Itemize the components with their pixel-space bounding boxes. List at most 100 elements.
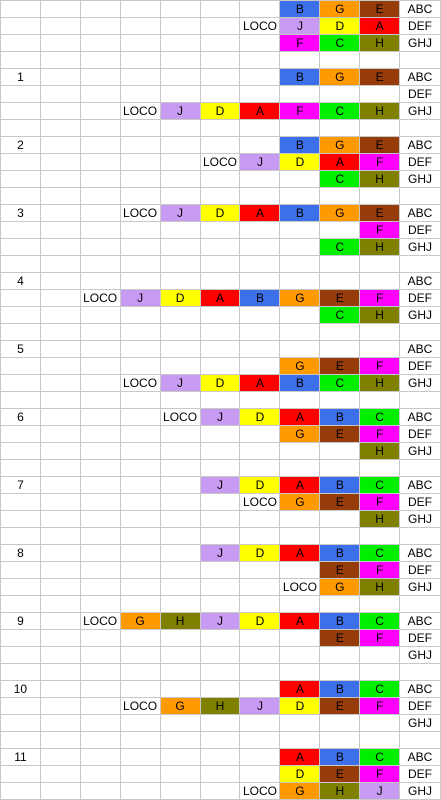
grid-cell[interactable] xyxy=(199,136,241,154)
grid-cell[interactable] xyxy=(159,442,201,460)
grid-cell[interactable] xyxy=(119,595,161,613)
step-number[interactable]: 3 xyxy=(0,204,41,222)
grid-cell[interactable] xyxy=(279,306,321,324)
wagon-a[interactable]: A xyxy=(279,748,321,766)
grid-cell[interactable] xyxy=(79,204,121,222)
grid-cell[interactable] xyxy=(239,272,281,290)
grid-cell[interactable] xyxy=(239,527,281,545)
grid-cell[interactable] xyxy=(319,85,361,103)
grid-cell[interactable] xyxy=(199,68,241,86)
wagon-g[interactable]: G xyxy=(279,782,321,800)
wagon-a[interactable]: A xyxy=(279,544,321,562)
grid-cell[interactable] xyxy=(239,187,281,205)
grid-cell[interactable] xyxy=(39,306,81,324)
grid-cell[interactable] xyxy=(159,136,201,154)
track-label[interactable]: GHJ xyxy=(399,442,441,460)
grid-cell[interactable] xyxy=(119,578,161,596)
grid-cell[interactable] xyxy=(319,255,361,273)
grid-cell[interactable] xyxy=(319,663,361,681)
grid-cell[interactable] xyxy=(119,221,161,239)
grid-cell[interactable] xyxy=(199,527,241,545)
grid-cell[interactable] xyxy=(79,323,121,341)
grid-cell[interactable] xyxy=(279,85,321,103)
wagon-c[interactable]: C xyxy=(359,612,401,630)
wagon-g[interactable]: G xyxy=(319,578,361,596)
grid-cell[interactable] xyxy=(0,578,41,596)
grid-cell[interactable] xyxy=(319,340,361,358)
grid-cell[interactable] xyxy=(119,493,161,511)
grid-cell[interactable] xyxy=(319,323,361,341)
grid-cell[interactable] xyxy=(359,391,401,409)
grid-cell[interactable] xyxy=(119,119,161,137)
wagon-e[interactable]: E xyxy=(359,68,401,86)
grid-cell[interactable] xyxy=(159,187,201,205)
grid-cell[interactable] xyxy=(79,374,121,392)
grid-cell[interactable] xyxy=(159,578,201,596)
grid-cell[interactable] xyxy=(0,595,41,613)
track-label[interactable]: ABC xyxy=(399,476,441,494)
grid-cell[interactable] xyxy=(199,51,241,69)
grid-cell[interactable] xyxy=(319,221,361,239)
wagon-d[interactable]: D xyxy=(199,374,241,392)
wagon-j[interactable]: J xyxy=(199,544,241,562)
wagon-d[interactable]: D xyxy=(239,476,281,494)
track-label[interactable]: ABC xyxy=(399,204,441,222)
grid-cell[interactable] xyxy=(119,187,161,205)
grid-cell[interactable] xyxy=(359,646,401,664)
track-label[interactable]: ABC xyxy=(399,680,441,698)
grid-cell[interactable] xyxy=(119,629,161,647)
wagon-b[interactable]: B xyxy=(319,408,361,426)
wagon-c[interactable]: C xyxy=(359,748,401,766)
grid-cell[interactable] xyxy=(0,493,41,511)
wagon-f[interactable]: F xyxy=(359,697,401,715)
loco-label[interactable]: LOCO xyxy=(79,289,121,307)
wagon-b[interactable]: B xyxy=(319,748,361,766)
wagon-g[interactable]: G xyxy=(319,204,361,222)
wagon-b[interactable]: B xyxy=(279,0,321,18)
grid-cell[interactable] xyxy=(0,187,41,205)
grid-cell[interactable] xyxy=(199,187,241,205)
wagon-g[interactable]: G xyxy=(319,0,361,18)
grid-cell[interactable] xyxy=(39,578,81,596)
grid-cell[interactable] xyxy=(239,578,281,596)
grid-cell[interactable] xyxy=(279,459,321,477)
grid-cell[interactable] xyxy=(399,731,441,749)
wagon-b[interactable]: B xyxy=(279,374,321,392)
track-label[interactable]: DEF xyxy=(399,493,441,511)
grid-cell[interactable] xyxy=(319,527,361,545)
grid-cell[interactable] xyxy=(399,119,441,137)
wagon-c[interactable]: C xyxy=(319,306,361,324)
grid-cell[interactable] xyxy=(39,765,81,783)
grid-cell[interactable] xyxy=(0,697,41,715)
track-label[interactable]: ABC xyxy=(399,68,441,86)
track-label[interactable]: ABC xyxy=(399,544,441,562)
wagon-h[interactable]: H xyxy=(159,612,201,630)
grid-cell[interactable] xyxy=(119,340,161,358)
grid-cell[interactable] xyxy=(399,323,441,341)
grid-cell[interactable] xyxy=(239,221,281,239)
wagon-b[interactable]: B xyxy=(319,612,361,630)
grid-cell[interactable] xyxy=(0,34,41,52)
grid-cell[interactable] xyxy=(279,527,321,545)
grid-cell[interactable] xyxy=(79,680,121,698)
wagon-f[interactable]: F xyxy=(359,357,401,375)
grid-cell[interactable] xyxy=(0,425,41,443)
track-label[interactable]: DEF xyxy=(399,85,441,103)
wagon-f[interactable]: F xyxy=(279,34,321,52)
wagon-g[interactable]: G xyxy=(279,357,321,375)
grid-cell[interactable] xyxy=(199,0,241,18)
grid-cell[interactable] xyxy=(159,476,201,494)
grid-cell[interactable] xyxy=(159,748,201,766)
grid-cell[interactable] xyxy=(279,595,321,613)
wagon-d[interactable]: D xyxy=(239,612,281,630)
grid-cell[interactable] xyxy=(79,629,121,647)
grid-cell[interactable] xyxy=(359,51,401,69)
grid-cell[interactable] xyxy=(39,34,81,52)
grid-cell[interactable] xyxy=(239,646,281,664)
grid-cell[interactable] xyxy=(39,238,81,256)
track-label[interactable]: GHJ xyxy=(399,102,441,120)
loco-label[interactable]: LOCO xyxy=(239,493,281,511)
step-number[interactable]: 8 xyxy=(0,544,41,562)
wagon-b[interactable]: B xyxy=(319,476,361,494)
grid-cell[interactable] xyxy=(0,374,41,392)
